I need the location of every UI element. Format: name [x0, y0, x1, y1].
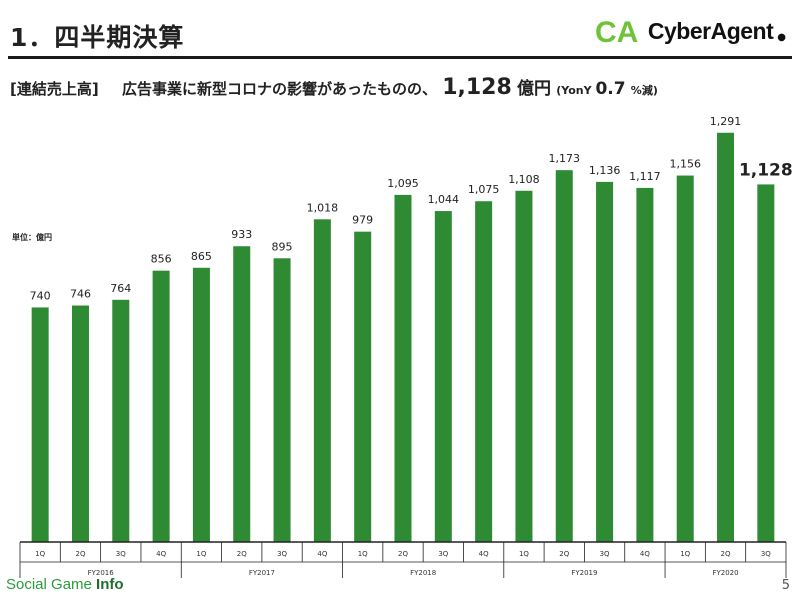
x-tick-label-18: 3Q: [761, 550, 771, 558]
page-number: 5: [781, 578, 790, 593]
x-tick-label-12: 1Q: [519, 550, 529, 558]
bar-4: [192, 267, 210, 542]
x-tick-label-9: 2Q: [398, 550, 408, 558]
bar-value-label-7: 1,018: [307, 201, 339, 214]
bar-14: [596, 181, 614, 542]
bar-value-label-15: 1,117: [629, 170, 661, 183]
bar-value-label-6: 895: [272, 240, 293, 253]
x-tick-label-7: 4Q: [317, 550, 327, 558]
bar-value-label-8: 979: [352, 214, 373, 227]
x-tick-label-17: 2Q: [721, 550, 731, 558]
title-divider: [8, 56, 792, 59]
bar-17: [717, 132, 735, 543]
bar-15: [636, 187, 654, 542]
bar-value-label-5: 933: [231, 228, 252, 241]
x-tick-label-5: 2Q: [237, 550, 247, 558]
watermark: Social Game Info: [6, 576, 124, 593]
logo-text: CyberAgent: [647, 17, 774, 44]
watermark-text-a: Social Game: [6, 576, 97, 593]
subtitle-unit: 億円: [517, 79, 552, 99]
bar-10: [434, 211, 452, 542]
x-tick-label-16: 1Q: [680, 550, 690, 558]
logo-registered-dot: ●: [777, 31, 786, 43]
subtitle: [連結売上高] 広告事業に新型コロナの影響があったものの、 1,128 億円 (…: [10, 74, 658, 100]
x-tick-label-8: 1Q: [358, 550, 368, 558]
bar-6: [273, 258, 291, 542]
cyberagent-logo: CA CyberAgent ●: [594, 14, 786, 48]
subtitle-yoy-open: (YonY: [556, 84, 596, 97]
subtitle-text: 広告事業に新型コロナの影響があったものの、: [121, 80, 437, 98]
bar-value-label-2: 764: [110, 282, 131, 295]
bar-value-label-18: 1,128: [739, 160, 793, 180]
watermark-text-b: Info: [96, 576, 124, 593]
bar-8: [354, 231, 372, 543]
bar-12: [515, 190, 533, 542]
fiscal-year-label-0: FY2016: [88, 569, 115, 577]
fiscal-year-label-2: FY2018: [410, 569, 436, 577]
bar-value-label-13: 1,173: [549, 152, 581, 165]
bar-value-label-17: 1,291: [710, 115, 742, 128]
bar-value-label-12: 1,108: [508, 173, 540, 186]
bar-13: [555, 170, 573, 542]
x-tick-label-6: 3Q: [277, 550, 287, 558]
x-tick-label-4: 1Q: [196, 550, 206, 558]
bar-7: [313, 219, 331, 542]
bar-value-label-14: 1,136: [589, 164, 621, 177]
bar-16: [676, 175, 694, 542]
subtitle-yoy-close: %減): [630, 84, 658, 97]
bar-value-label-9: 1,095: [387, 177, 419, 190]
bar-2: [112, 299, 130, 542]
bar-value-label-10: 1,044: [428, 193, 460, 206]
unit-label: 単位：億円: [12, 233, 52, 242]
fiscal-year-label-4: FY2020: [712, 569, 738, 577]
bar-value-label-0: 740: [30, 289, 51, 302]
bar-value-label-16: 1,156: [669, 158, 701, 171]
subtitle-tag: [連結売上高]: [10, 80, 99, 98]
x-tick-label-11: 4Q: [479, 550, 489, 558]
bar-0: [31, 307, 49, 542]
logo-mark-text: CA: [595, 16, 638, 48]
bar-value-label-11: 1,075: [468, 183, 500, 196]
subtitle-yoy-value: 0.7: [595, 79, 626, 99]
bar-9: [394, 194, 412, 542]
bar-11: [475, 201, 493, 542]
bar-value-label-3: 856: [151, 253, 172, 266]
bar-3: [152, 270, 170, 542]
page-title: 1．四半期決算: [10, 23, 185, 52]
x-tick-label-13: 2Q: [559, 550, 569, 558]
bar-18: [757, 184, 775, 542]
bar-value-label-4: 865: [191, 250, 212, 263]
x-tick-label-3: 4Q: [156, 550, 166, 558]
subtitle-value: 1,128: [442, 75, 512, 100]
x-tick-label-14: 3Q: [600, 550, 610, 558]
bar-1: [71, 305, 89, 542]
ca-logo-icon: CA: [595, 16, 638, 48]
x-tick-label-1: 2Q: [75, 550, 85, 558]
fiscal-year-label-3: FY2019: [571, 569, 597, 577]
x-tick-label-10: 3Q: [438, 550, 448, 558]
x-tick-label-2: 3Q: [116, 550, 126, 558]
x-tick-label-15: 4Q: [640, 550, 650, 558]
bar-value-label-1: 746: [70, 288, 91, 301]
x-tick-label-0: 1Q: [35, 550, 45, 558]
fiscal-year-label-1: FY2017: [249, 569, 275, 577]
bar-5: [233, 246, 251, 542]
